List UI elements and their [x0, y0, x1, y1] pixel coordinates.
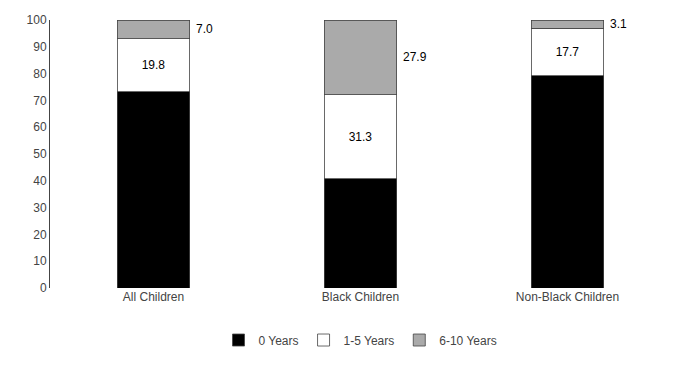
svg-text:100: 100: [27, 13, 47, 27]
svg-text:10: 10: [33, 254, 47, 268]
svg-text:90: 90: [33, 40, 47, 54]
svg-text:6-10 Years: 6-10 Years: [439, 334, 496, 348]
svg-text:20: 20: [33, 228, 47, 242]
svg-text:3.1: 3.1: [610, 17, 627, 31]
svg-text:27.9: 27.9: [403, 50, 427, 64]
svg-text:0: 0: [40, 281, 47, 295]
svg-text:60: 60: [33, 120, 47, 134]
svg-text:70: 70: [33, 94, 47, 108]
svg-text:30: 30: [33, 201, 47, 215]
svg-text:Black Children: Black Children: [322, 290, 399, 304]
svg-text:All Children: All Children: [123, 290, 184, 304]
svg-text:Non-Black Children: Non-Black Children: [516, 290, 619, 304]
svg-text:7.0: 7.0: [196, 22, 213, 36]
svg-text:40: 40: [33, 174, 47, 188]
svg-text:31.3: 31.3: [349, 130, 373, 144]
svg-text:80: 80: [33, 67, 47, 81]
svg-text:19.8: 19.8: [142, 58, 166, 72]
svg-text:0 Years: 0 Years: [259, 334, 299, 348]
svg-text:17.7: 17.7: [556, 45, 580, 59]
svg-text:50: 50: [33, 147, 47, 161]
svg-text:1-5 Years: 1-5 Years: [344, 334, 395, 348]
